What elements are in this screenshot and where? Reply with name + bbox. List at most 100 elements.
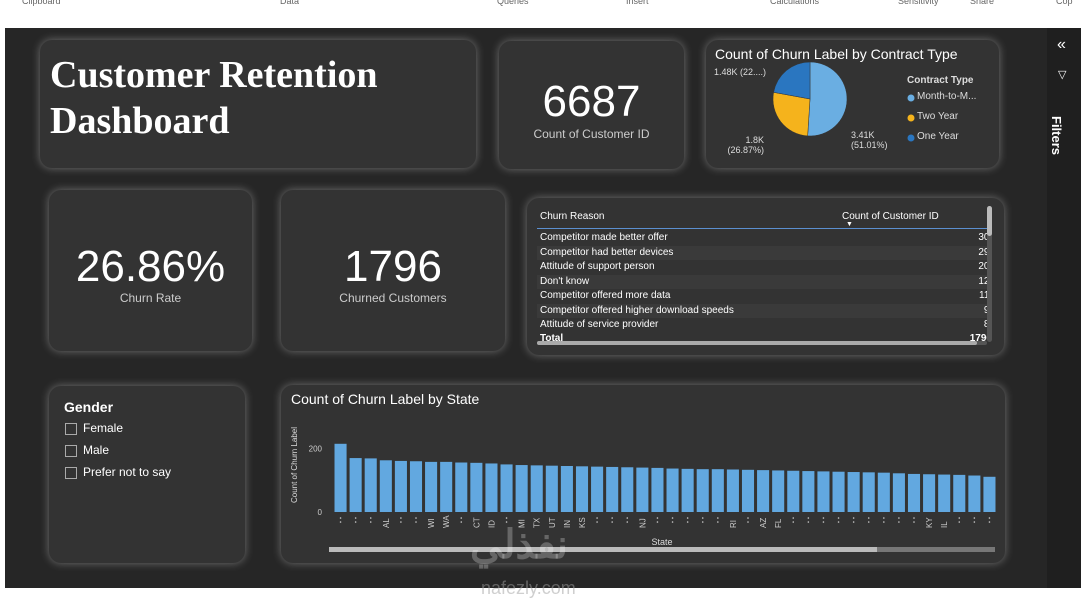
filter-pane[interactable]: « ▽ Filters — [1047, 28, 1081, 588]
bar[interactable] — [440, 461, 453, 512]
bar[interactable] — [938, 474, 951, 512]
table-row[interactable] — [537, 274, 987, 289]
bar[interactable] — [923, 474, 936, 512]
truncated-label-dot — [973, 517, 976, 519]
bar[interactable] — [500, 464, 513, 512]
pie-chart — [772, 61, 915, 142]
pie-slice[interactable] — [772, 92, 811, 137]
bar[interactable] — [575, 466, 589, 512]
cell: Don't know — [540, 275, 590, 287]
bar[interactable] — [621, 467, 634, 512]
bar[interactable] — [953, 474, 966, 512]
legend-marker[interactable] — [907, 114, 915, 122]
column-header[interactable]: Churn Reason — [540, 211, 605, 222]
bar[interactable] — [726, 469, 739, 512]
truncated-label-dot — [460, 521, 463, 523]
truncated-label-dot — [611, 521, 613, 523]
bar[interactable] — [485, 463, 498, 512]
bar[interactable] — [968, 475, 981, 512]
bar[interactable] — [470, 462, 483, 512]
pie-slice[interactable] — [807, 61, 848, 137]
table-row[interactable] — [537, 245, 987, 260]
truncated-label-dot — [807, 521, 810, 523]
bar[interactable] — [817, 471, 830, 512]
bar[interactable] — [636, 467, 649, 512]
legend-marker[interactable] — [907, 134, 915, 142]
cell: Competitor made better offer — [540, 232, 668, 243]
bar[interactable] — [681, 468, 694, 512]
table-row[interactable] — [537, 303, 987, 318]
bar[interactable] — [741, 469, 755, 512]
checkbox[interactable] — [65, 423, 77, 435]
bar[interactable] — [666, 468, 679, 512]
bar[interactable] — [757, 470, 770, 512]
bar[interactable] — [802, 471, 815, 512]
bar[interactable] — [892, 473, 905, 512]
checkbox[interactable] — [65, 467, 77, 479]
truncated-label-dot — [701, 521, 704, 523]
legend-entry[interactable]: Two Year — [917, 111, 959, 122]
data-label: 3.41K (51.01%) — [851, 130, 888, 150]
x-axis-label: State — [651, 537, 672, 547]
truncated-label-dot — [867, 517, 870, 519]
kpi-card: 6687 Count of Customer ID — [499, 41, 684, 169]
bar[interactable] — [515, 465, 528, 512]
bar[interactable] — [334, 443, 347, 512]
bar[interactable] — [591, 466, 604, 512]
bar[interactable] — [772, 470, 785, 512]
collapse-icon[interactable]: « — [1057, 36, 1066, 53]
table-row[interactable] — [537, 289, 987, 303]
truncated-label-dot — [898, 521, 900, 523]
slicer-option[interactable]: Female — [83, 421, 124, 435]
truncated-label-dot — [883, 517, 885, 519]
legend-entry[interactable]: One Year — [917, 131, 959, 142]
x-tick-label: AL — [382, 518, 391, 528]
bar[interactable] — [545, 465, 558, 512]
truncated-label-dot — [792, 517, 795, 519]
checkbox[interactable] — [65, 445, 77, 457]
truncated-label-dot — [656, 521, 659, 523]
bar[interactable] — [711, 469, 724, 512]
kpi-value: 6687 — [542, 77, 641, 126]
ribbon-group-label: Data — [280, 0, 300, 6]
bar[interactable] — [832, 471, 845, 512]
x-tick-label: WA — [442, 515, 451, 528]
slicer-title: Gender — [64, 399, 114, 415]
bar[interactable] — [877, 472, 890, 512]
slicer-option[interactable]: Male — [83, 443, 110, 457]
bar[interactable] — [455, 462, 468, 512]
bar[interactable] — [862, 472, 875, 512]
legend-marker[interactable] — [907, 94, 915, 102]
table-row[interactable] — [537, 318, 987, 332]
table-row[interactable] — [537, 231, 987, 245]
kpi-card: 1796 Churned Customers — [281, 190, 505, 351]
bar[interactable] — [651, 467, 664, 512]
bar[interactable] — [394, 460, 407, 512]
bar[interactable] — [983, 476, 996, 512]
bar[interactable] — [425, 461, 438, 512]
y-tick-label: 0 — [318, 508, 323, 517]
truncated-label-dot — [671, 521, 674, 523]
slicer-option[interactable]: Prefer not to say — [83, 465, 172, 479]
x-tick-label: AZ — [759, 518, 768, 528]
bar[interactable] — [560, 466, 573, 512]
bar[interactable] — [907, 473, 921, 512]
bar[interactable] — [787, 470, 800, 512]
bar-title: Count of Churn Label by State — [291, 391, 480, 407]
bar[interactable] — [847, 472, 860, 512]
bar[interactable] — [409, 461, 423, 512]
bar[interactable] — [696, 469, 709, 512]
truncated-label-dot — [354, 517, 357, 519]
bar[interactable] — [364, 458, 377, 512]
bar[interactable] — [349, 458, 362, 512]
total-label: Total — [540, 333, 564, 343]
bar[interactable] — [606, 466, 619, 512]
bar[interactable] — [379, 460, 392, 512]
scrollbar-thumb[interactable] — [329, 547, 877, 552]
bar[interactable] — [530, 465, 543, 512]
filters-label[interactable]: Filters — [1049, 116, 1064, 156]
legend-entry[interactable]: Month-to-M... — [917, 91, 977, 102]
column-header[interactable]: Count of Customer ID — [842, 211, 939, 222]
table-row[interactable] — [537, 260, 987, 274]
pie-slice[interactable] — [773, 61, 811, 100]
